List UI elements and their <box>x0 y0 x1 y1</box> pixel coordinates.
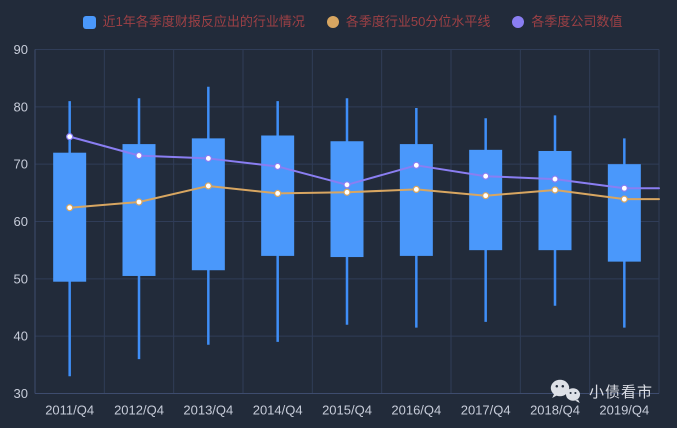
y-axis-tick-label: 30 <box>14 386 28 401</box>
legend-item-label: 近1年各季度财报反应出的行业情况 <box>102 14 305 29</box>
legend-item-0[interactable]: 近1年各季度财报反应出的行业情况 <box>82 12 305 32</box>
percentile-point <box>135 198 143 206</box>
company-point <box>274 162 282 171</box>
percentile-point <box>343 188 351 196</box>
x-axis-tick-label: 2016/Q4 <box>391 403 441 418</box>
percentile-point <box>551 186 559 194</box>
candle-box <box>469 149 503 251</box>
candle-box <box>53 152 87 282</box>
company-line <box>68 135 660 190</box>
company-point <box>66 133 74 141</box>
company-point <box>620 184 628 192</box>
candle-box <box>399 144 433 256</box>
x-axis-tick-label: 2014/Q4 <box>253 403 303 418</box>
legend-item-label: 各季度行业50分位水平线 <box>345 14 491 29</box>
chart-legend: 近1年各季度财报反应出的行业情况 各季度行业50分位水平线 各季度公司数值 <box>0 11 677 33</box>
x-axis-tick-label: 2013/Q4 <box>183 403 233 418</box>
circle-legend-marker-icon <box>326 16 339 28</box>
company-point <box>482 172 490 180</box>
percentile-point <box>412 185 420 193</box>
y-axis-tick-label: 60 <box>14 214 28 229</box>
wechat-icon <box>549 378 583 404</box>
percentile-line <box>68 184 660 209</box>
x-axis-tick-label: 2018/Q4 <box>530 403 580 418</box>
candle-box <box>538 150 572 251</box>
percentile-point <box>204 182 212 190</box>
y-axis-tick-label: 50 <box>14 271 28 286</box>
percentile-point <box>620 195 628 203</box>
y-axis-tick-label: 40 <box>14 329 28 344</box>
x-axis-tick-label: 2019/Q4 <box>599 403 649 418</box>
percentile-point <box>274 189 282 198</box>
company-point <box>343 181 351 189</box>
y-axis-tick-label: 70 <box>14 157 28 172</box>
y-axis-tick-label: 80 <box>14 99 28 114</box>
percentile-point <box>482 192 490 200</box>
candle-box <box>330 141 364 258</box>
legend-item-2[interactable]: 各季度公司数值 <box>512 12 622 32</box>
legend-item-1[interactable]: 各季度行业50分位水平线 <box>326 12 491 32</box>
candle-box <box>607 164 641 262</box>
x-axis-tick-label: 2017/Q4 <box>461 403 511 418</box>
company-point <box>412 161 420 169</box>
x-axis-tick-label: 2015/Q4 <box>322 403 372 418</box>
legend-item-label: 各季度公司数值 <box>531 14 623 29</box>
company-point <box>135 151 143 160</box>
x-axis-tick-label: 2012/Q4 <box>114 403 164 418</box>
watermark-text: 小债看市 <box>588 383 653 401</box>
watermark: 小债看市 <box>549 378 653 404</box>
x-axis-tick-label: 2011/Q4 <box>45 403 94 418</box>
company-point <box>551 175 559 183</box>
y-axis-tick-label: 90 <box>14 42 28 57</box>
percentile-point <box>66 204 74 212</box>
candle-box <box>122 144 156 276</box>
circle-legend-marker-icon <box>512 16 525 28</box>
company-point <box>204 154 212 163</box>
square-legend-marker-icon <box>82 15 96 29</box>
